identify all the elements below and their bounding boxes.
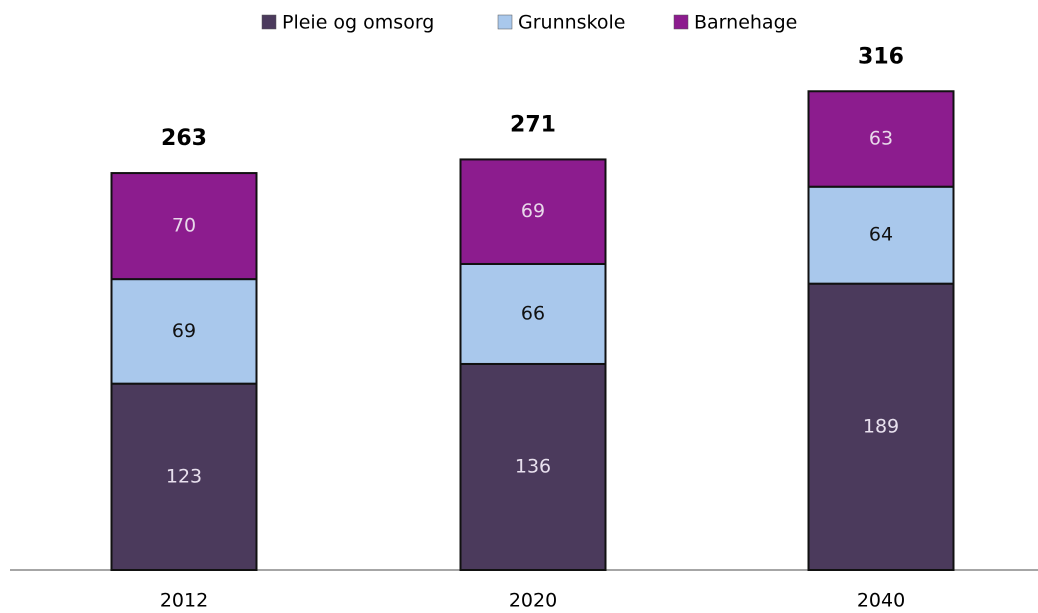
total-label: 271 [510,112,556,137]
value-label: 136 [515,455,551,477]
legend-label: Pleie og omsorg [282,12,434,34]
x-tick-label: 2012 [160,590,208,612]
legend-swatch [261,14,277,30]
total-label: 263 [161,126,207,151]
legend-swatch [497,14,513,30]
legend-label: Barnehage [694,12,797,34]
bar-segment [110,278,258,385]
value-label: 189 [863,415,899,437]
bar-segment [110,382,258,571]
x-tick-label: 2040 [857,590,905,612]
value-label: 69 [172,320,196,342]
total-label: 316 [858,44,904,69]
value-label: 64 [869,224,893,246]
bar-segment [807,90,955,188]
bar-segment [110,172,258,281]
bar-segment [459,262,607,365]
bar-segment [807,185,955,285]
value-label: 66 [521,302,545,324]
value-label: 70 [172,215,196,237]
bar-segment [807,282,955,571]
bar-segment [459,158,607,265]
legend-swatch [673,14,689,30]
x-tick-label: 2020 [509,590,557,612]
legend-label: Grunnskole [518,12,625,34]
value-label: 63 [869,127,893,149]
value-label: 69 [521,200,545,222]
value-label: 123 [166,465,202,487]
bar-segment [459,362,607,571]
